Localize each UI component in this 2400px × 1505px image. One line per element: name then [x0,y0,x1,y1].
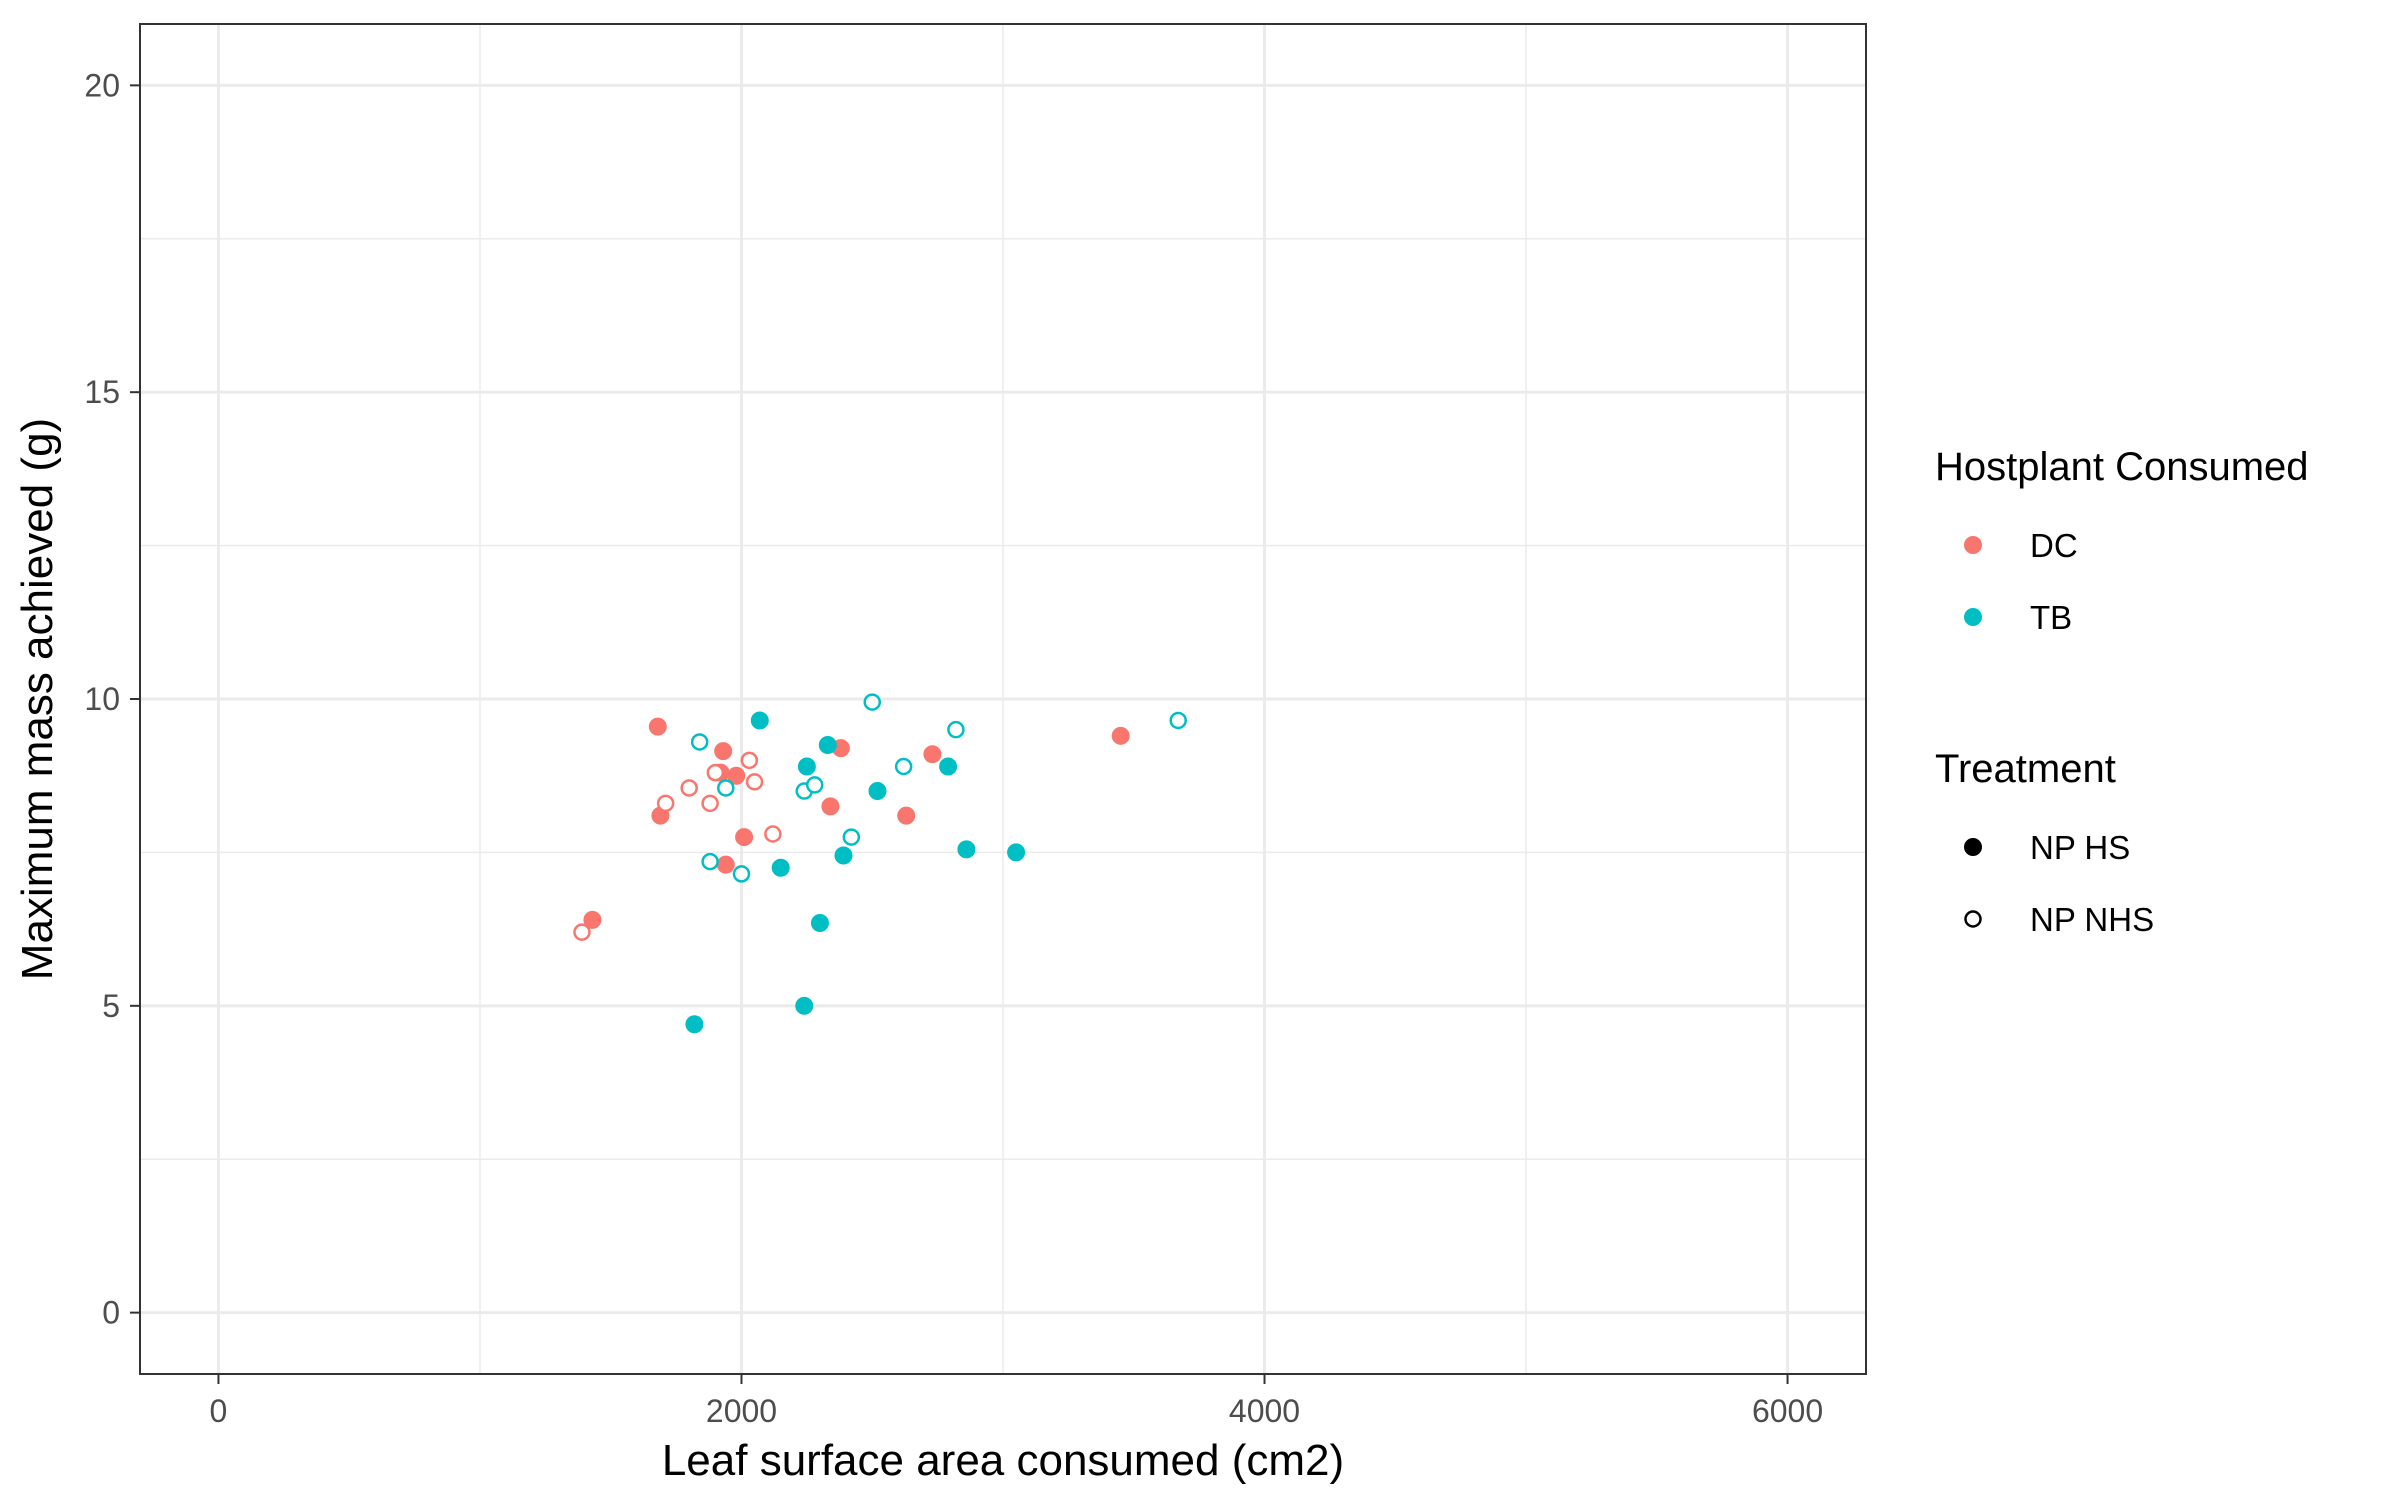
legend-key-shape [1964,910,1982,928]
legend-label-treatment: NP NHS [2030,901,2154,938]
x-axis-title: Leaf surface area consumed (cm2) [662,1436,1344,1485]
y-tick-label: 5 [102,988,120,1024]
y-tick-label: 15 [84,374,120,410]
x-tick-label: 2000 [706,1393,777,1429]
data-point [1169,711,1187,730]
data-point [573,923,591,941]
data-point [685,1015,704,1034]
data-point [1007,843,1026,862]
data-point [797,757,816,776]
x-tick-label: 4000 [1229,1393,1300,1429]
y-axis-title: Maximum mass achieved (g) [13,418,62,980]
data-point [957,840,976,859]
data-point [947,720,965,739]
y-tick-label: 10 [84,681,120,717]
data-point [1111,726,1130,745]
data-point [818,736,837,755]
legend-label-dc: DC [2030,527,2078,564]
data-point [727,766,746,785]
data-point [740,751,759,770]
data-point [732,865,751,883]
legend-key-shape [1964,838,1982,856]
data-point [897,806,916,825]
x-tick-label: 6000 [1752,1393,1823,1429]
data-point [745,773,764,791]
data-point [939,757,958,776]
data-point [706,763,725,782]
data-point [714,742,733,761]
data-point [680,779,698,797]
data-point [583,910,602,929]
data-point [735,828,754,847]
data-point [717,779,735,797]
data-point [834,846,853,865]
major-gridlines [140,24,1866,1374]
legend: Hostplant Consumed DC TB Treatment NP HS NP N… [1935,445,2309,938]
x-axis: 0 2000 4000 6000 [210,1374,1823,1429]
data-point [821,797,840,816]
data-point [805,776,824,794]
legend-label-treatment: NP HS [2030,829,2130,866]
data-point [868,782,887,801]
data-point [923,745,942,764]
data-point [810,913,829,932]
data-point [771,858,790,877]
data-point [716,855,735,874]
data-point [648,717,667,736]
data-point [701,852,719,871]
y-tick-label: 20 [84,67,120,103]
data-point [701,794,719,813]
data-points [573,693,1187,1034]
legend-title-hostplant: Hostplant Consumed [1935,445,2309,489]
data-point [690,733,709,751]
y-tick-label: 0 [102,1295,120,1331]
data-point [656,794,675,813]
data-point [894,757,913,776]
data-point [750,711,769,730]
legend-key-dc [1964,536,1982,554]
legend-title-treatment: Treatment [1935,747,2116,791]
data-point [795,996,814,1015]
data-point [863,693,881,711]
y-axis: 0 5 10 15 20 [84,67,140,1331]
legend-label-tb: TB [2030,599,2072,636]
data-point [842,828,861,846]
data-point [764,825,782,843]
legend-key-tb [1964,608,1982,626]
x-tick-label: 0 [210,1393,228,1429]
